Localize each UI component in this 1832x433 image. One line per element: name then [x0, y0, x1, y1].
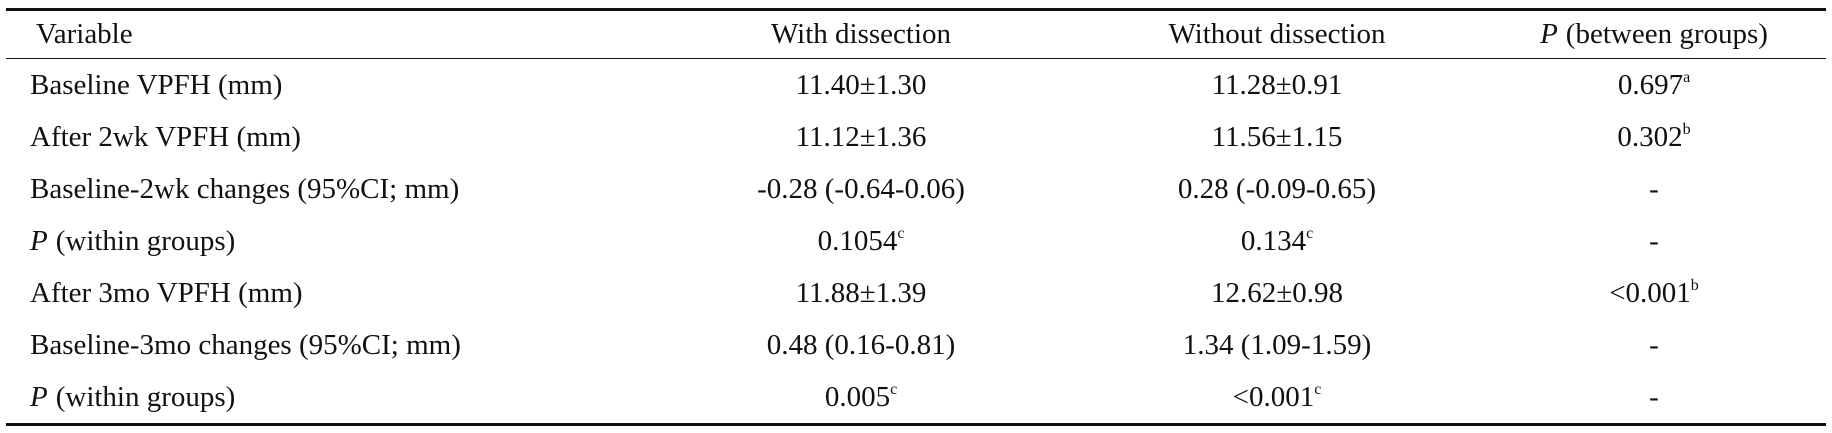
italic-symbol: P: [30, 224, 48, 257]
data-cell: 1.34 (1.09-1.59): [1182, 328, 1372, 361]
cell-text: <0.001: [1609, 276, 1691, 309]
row-label: Baseline VPFH (mm): [30, 68, 283, 101]
header-cell: Without dissection: [1168, 18, 1386, 50]
cell-text: 0.302: [1617, 120, 1683, 153]
cell-text: (within groups): [55, 224, 236, 257]
row-label: P (within groups): [6, 215, 650, 267]
italic-symbol: P: [1540, 18, 1558, 50]
data-cell: 11.28±0.91: [1211, 68, 1343, 101]
data-cell: -: [1649, 380, 1659, 413]
header-cell: P (between groups): [1482, 10, 1826, 59]
data-cell: 0.28 (-0.09-0.65): [1177, 172, 1377, 205]
data-cell: 0.48 (0.16-0.81): [766, 328, 956, 361]
cell-text: (within groups): [55, 380, 236, 413]
footnote-marker: c: [1314, 380, 1322, 398]
data-cell: <0.001b: [1482, 267, 1826, 319]
table-row: Baseline-3mo changes (95%CI; mm) 0.48 (0.…: [6, 319, 1826, 371]
data-cell: 0.302b: [1482, 111, 1826, 163]
data-cell: 0.1054c: [650, 215, 1072, 267]
data-cell: 11.12±1.36: [795, 120, 927, 153]
cell-text: 0.697: [1617, 68, 1684, 101]
row-label: Baseline-2wk changes (95%CI; mm): [30, 172, 460, 205]
data-cell: 12.62±0.98: [1211, 276, 1343, 309]
data-cell: -0.28 (-0.64-0.06): [757, 172, 965, 205]
italic-symbol: P: [30, 380, 48, 413]
cell-text: 0.005: [824, 380, 891, 413]
cell-text: <0.001: [1232, 380, 1315, 413]
data-cell: 0.005c: [650, 371, 1072, 425]
header-cell: Variable: [36, 18, 133, 50]
results-table: Variable With dissection Without dissectio…: [6, 8, 1826, 426]
footnote-marker: b: [1682, 120, 1691, 138]
row-label: After 2wk VPFH (mm): [30, 120, 301, 153]
data-cell: 0.697a: [1482, 59, 1826, 112]
table-header: Variable With dissection Without dissectio…: [6, 9, 1826, 59]
cell-text: 0.1054: [817, 224, 898, 257]
row-label: P (within groups): [6, 371, 650, 425]
table-row: After 2wk VPFH (mm) 11.12±1.36 11.56±1.15 0…: [6, 111, 1826, 163]
table-row: After 3mo VPFH (mm) 11.88±1.39 12.62±0.98 <…: [6, 267, 1826, 319]
table-row: Baseline-2wk changes (95%CI; mm) -0.28 (-…: [6, 163, 1826, 215]
header-cell: With dissection: [770, 18, 952, 50]
table-row: P (within groups) 0.005c <0.001c -: [6, 371, 1826, 425]
table-row: P (within groups) 0.1054c 0.134c -: [6, 215, 1826, 267]
data-cell: -: [1649, 172, 1659, 205]
table-row: Baseline VPFH (mm) 11.40±1.30 11.28±0.91 0.…: [6, 59, 1826, 112]
cell-text: 0.134: [1240, 224, 1307, 257]
data-cell: 11.88±1.39: [795, 276, 927, 309]
footnote-marker: b: [1690, 276, 1699, 294]
footnote-marker: a: [1683, 68, 1691, 86]
data-cell: 11.56±1.15: [1211, 120, 1343, 153]
row-label: Baseline-3mo changes (95%CI; mm): [30, 328, 461, 361]
data-cell: 11.40±1.30: [795, 68, 927, 101]
footnote-marker: c: [890, 380, 898, 398]
table-body: Baseline VPFH (mm) 11.40±1.30 11.28±0.91 0.…: [6, 59, 1826, 425]
data-cell: 0.134c: [1072, 215, 1482, 267]
footnote-marker: c: [1306, 224, 1314, 242]
cell-text: (between groups): [1565, 18, 1768, 50]
data-cell: -: [1649, 224, 1659, 257]
header-row: Variable With dissection Without dissectio…: [6, 9, 1826, 59]
data-cell: <0.001c: [1072, 371, 1482, 425]
row-label: After 3mo VPFH (mm): [30, 276, 303, 309]
footnote-marker: c: [897, 224, 905, 242]
data-cell: -: [1649, 328, 1659, 361]
